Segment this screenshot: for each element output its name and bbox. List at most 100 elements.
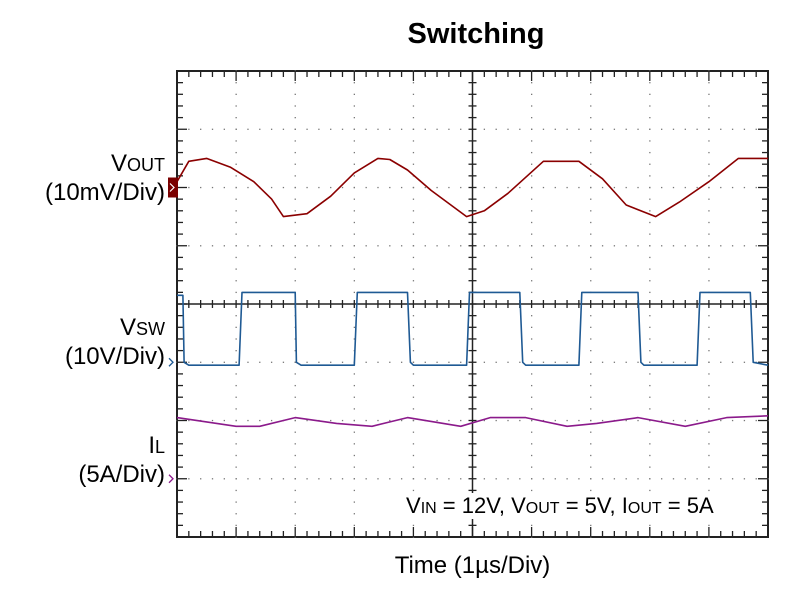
grid-dot (282, 361, 285, 363)
grid-dot (211, 361, 214, 363)
grid-dot (460, 186, 462, 189)
grid-dot (708, 431, 710, 433)
grid-dot (294, 186, 296, 189)
grid-dot (590, 350, 592, 352)
grid-dot (731, 128, 734, 130)
grid-dot (507, 128, 509, 130)
grid-dot (661, 419, 663, 422)
grid-dot (661, 128, 663, 130)
grid-dot (412, 82, 415, 84)
grid-dot (188, 419, 190, 422)
grid-dot (235, 513, 237, 515)
grid-dot (412, 128, 415, 130)
grid-dot (649, 443, 651, 445)
grid-dot (318, 478, 320, 480)
grid-dot (294, 443, 296, 445)
grid-dot (590, 315, 592, 317)
grid-dot (341, 186, 344, 189)
grid-dot (211, 245, 214, 247)
grid-dot (649, 408, 651, 410)
channel-label-vsw: VSW (10V/Div) (65, 314, 165, 371)
grid-dot (353, 384, 355, 387)
grid-dot (649, 233, 651, 235)
grid-dot (519, 478, 521, 480)
grid-dot (542, 245, 545, 247)
grid-dot (341, 128, 344, 130)
grid-dot (235, 256, 237, 259)
annot-iout-value: = 5A (661, 493, 714, 518)
grid-dot (424, 361, 426, 363)
annot-iout-sub: OUT (627, 500, 662, 517)
grid-dot (531, 151, 533, 154)
grid-dot (531, 524, 533, 527)
grid-dot (353, 245, 355, 247)
grid-dot (590, 256, 592, 259)
grid-dot (531, 361, 533, 363)
grid-dot (649, 396, 651, 398)
grid-dot (519, 361, 521, 363)
grid-dot (235, 384, 237, 387)
channel-label-vout: VOUT (10mV/Div) (45, 150, 165, 207)
grid-dot (708, 221, 710, 224)
grid-dot (649, 280, 651, 282)
grid-dot (200, 128, 202, 130)
grid-dot (188, 478, 190, 480)
grid-dot (531, 198, 533, 200)
grid-dot (578, 419, 580, 422)
grid-dot (412, 151, 415, 154)
grid-dot (412, 163, 415, 165)
ground-marker-arrow-icon (169, 183, 175, 192)
grid-dot (294, 163, 296, 165)
grid-dot (448, 361, 450, 363)
grid-dot (460, 419, 462, 422)
grid-dot (412, 524, 415, 527)
grid-dot (247, 245, 249, 247)
grid-dot (365, 361, 367, 363)
grid-dot (590, 268, 592, 270)
grid-dot (412, 268, 415, 270)
grid-dot (353, 291, 355, 294)
grid-dot (684, 361, 686, 363)
grid-dot (625, 478, 627, 480)
grid-dot (294, 396, 296, 398)
grid-dot (188, 128, 190, 130)
grid-dot (590, 198, 592, 200)
grid-dot (412, 245, 415, 247)
grid-dot (412, 478, 415, 480)
grid-dot (353, 82, 355, 84)
grid-dot (613, 128, 616, 130)
grid-dot (483, 245, 486, 247)
grid-dot (578, 245, 580, 247)
grid-dot (412, 326, 415, 328)
grid-dot (649, 338, 651, 340)
grid-dot (389, 245, 391, 247)
grid-dot (507, 186, 509, 189)
grid-dot (353, 233, 355, 235)
grid-dot (649, 93, 651, 95)
channel-label-main: V (110, 150, 127, 177)
grid-dot (306, 478, 308, 480)
grid-dot (294, 233, 296, 235)
grid-dot (531, 384, 533, 387)
grid-dot (211, 478, 214, 480)
grid-dot (531, 233, 533, 235)
grid-dot (590, 431, 592, 433)
grid-dot (531, 396, 533, 398)
grid-dot (625, 361, 627, 363)
grid-dot (672, 478, 675, 480)
grid-dot (353, 338, 355, 340)
grid-dot (483, 478, 486, 480)
grid-dot (270, 478, 273, 480)
grid-dot (590, 105, 592, 107)
grid-dot (519, 128, 521, 130)
grid-dot (720, 361, 722, 363)
grid-dot (767, 128, 769, 130)
grid-dot (294, 105, 296, 107)
grid-dot (341, 245, 344, 247)
grid-dot (294, 466, 296, 468)
grid-dot (590, 396, 592, 398)
grid-dot (353, 454, 355, 457)
grid-dot (684, 419, 686, 422)
grid-dot (590, 221, 592, 224)
